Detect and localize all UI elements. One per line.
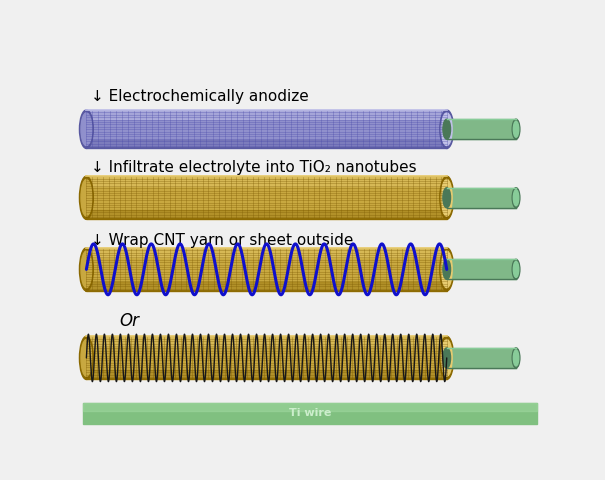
Bar xyxy=(87,176,446,219)
Ellipse shape xyxy=(513,350,518,366)
Ellipse shape xyxy=(81,180,92,216)
Text: Or: Or xyxy=(119,312,140,330)
Ellipse shape xyxy=(440,336,454,380)
Ellipse shape xyxy=(79,336,93,380)
Ellipse shape xyxy=(79,176,93,219)
Ellipse shape xyxy=(440,110,454,148)
Bar xyxy=(87,177,446,186)
Ellipse shape xyxy=(512,259,520,279)
Ellipse shape xyxy=(441,113,452,145)
Bar xyxy=(87,210,446,219)
Ellipse shape xyxy=(440,248,454,291)
Bar xyxy=(87,110,446,148)
Bar xyxy=(446,259,516,279)
Bar xyxy=(87,110,446,119)
Bar xyxy=(87,282,446,291)
Bar xyxy=(83,403,537,424)
Ellipse shape xyxy=(512,348,520,368)
Ellipse shape xyxy=(512,119,520,139)
Bar xyxy=(87,336,446,380)
Text: ↓ Electrochemically anodize: ↓ Electrochemically anodize xyxy=(91,89,309,104)
Text: Ti wire: Ti wire xyxy=(289,408,332,419)
Ellipse shape xyxy=(443,259,451,279)
Ellipse shape xyxy=(81,113,92,145)
Ellipse shape xyxy=(443,348,451,368)
Ellipse shape xyxy=(443,119,451,139)
Ellipse shape xyxy=(513,261,518,277)
Bar xyxy=(83,403,537,411)
Ellipse shape xyxy=(81,339,92,376)
Ellipse shape xyxy=(513,190,518,206)
Text: ↓ Infiltrate electrolyte into TiO₂ nanotubes: ↓ Infiltrate electrolyte into TiO₂ nanot… xyxy=(91,160,417,175)
Bar xyxy=(87,248,446,291)
Bar xyxy=(87,140,446,148)
Ellipse shape xyxy=(441,180,452,216)
Ellipse shape xyxy=(512,188,520,208)
Ellipse shape xyxy=(81,251,92,288)
Bar xyxy=(87,249,446,257)
Ellipse shape xyxy=(443,188,451,208)
Bar xyxy=(87,371,446,380)
Ellipse shape xyxy=(441,339,452,376)
Ellipse shape xyxy=(441,251,452,288)
Ellipse shape xyxy=(79,110,93,148)
Ellipse shape xyxy=(513,121,518,137)
Bar xyxy=(87,337,446,346)
Ellipse shape xyxy=(440,176,454,219)
Ellipse shape xyxy=(79,248,93,291)
Text: ↓ Wrap CNT yarn or sheet outside: ↓ Wrap CNT yarn or sheet outside xyxy=(91,233,353,248)
Bar xyxy=(446,188,516,208)
Bar xyxy=(446,348,516,368)
Bar xyxy=(446,119,516,139)
